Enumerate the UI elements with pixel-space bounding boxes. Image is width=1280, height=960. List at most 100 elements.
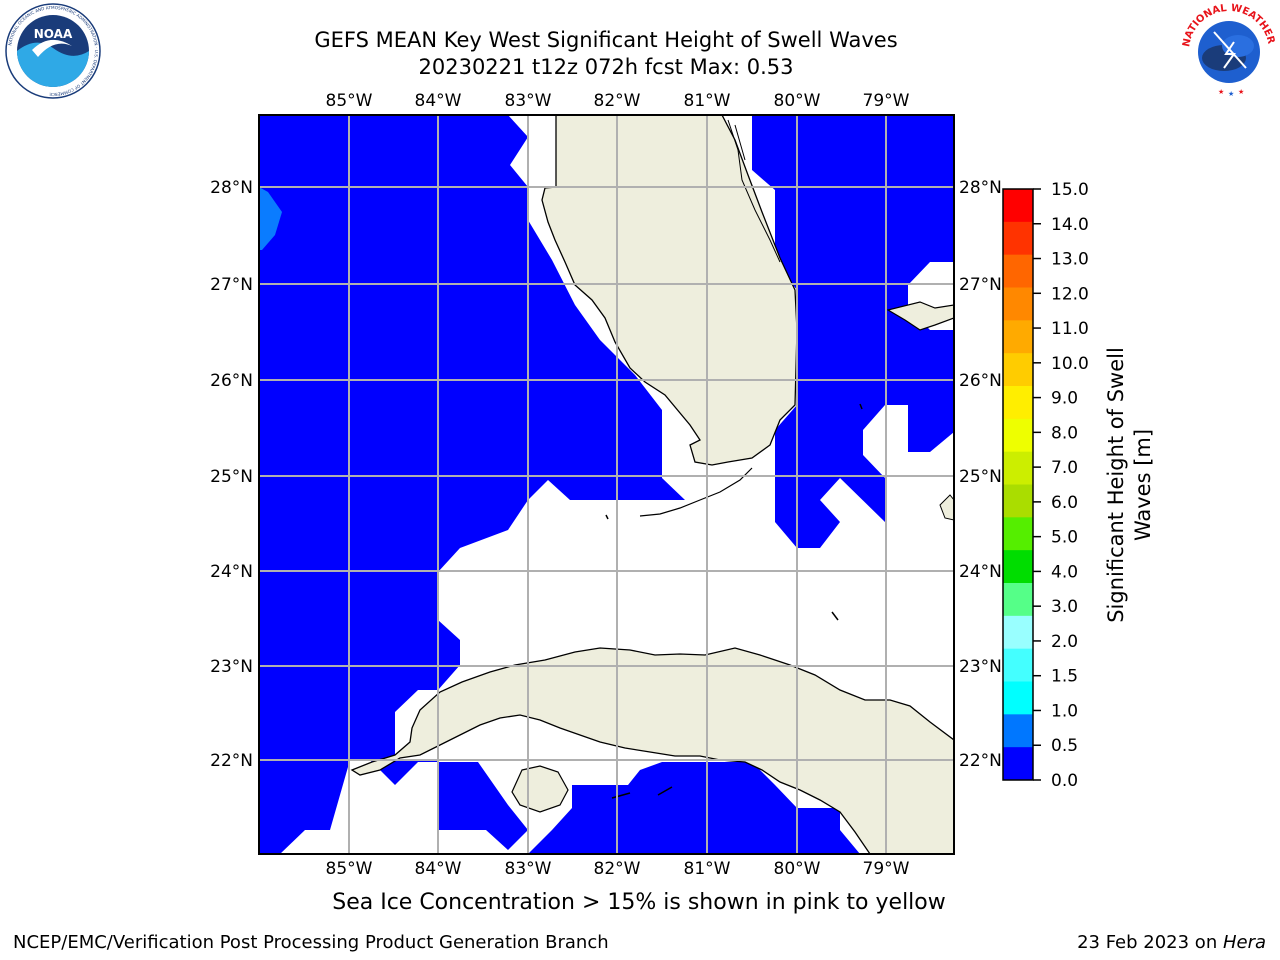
lat-label: 22°N: [210, 751, 253, 771]
colorbar-tick-label: 14.0: [1051, 215, 1089, 235]
colorbar-band: [1003, 451, 1033, 485]
lat-label: 26°N: [959, 371, 1002, 391]
colorbar-band: [1003, 189, 1033, 223]
lat-label: 25°N: [959, 467, 1002, 487]
colorbar-tick-label: 2.0: [1051, 632, 1078, 652]
colorbar-tick-label: 8.0: [1051, 423, 1078, 443]
svg-text:★: ★: [1218, 88, 1224, 96]
colorbar-band: [1003, 550, 1033, 584]
colorbar-band: [1003, 254, 1033, 288]
lon-labels-bottom: 85°W 84°W 83°W 82°W 81°W 80°W 79°W: [326, 859, 910, 879]
lon-label: 81°W: [684, 859, 731, 879]
colorbar-tick-label: 6.0: [1051, 493, 1078, 513]
lat-labels-left: 28°N 27°N 26°N 25°N 24°N 23°N 22°N: [210, 178, 253, 771]
lon-label: 84°W: [415, 91, 462, 111]
sea-ice-note: Sea Ice Concentration > 15% is shown in …: [332, 890, 946, 915]
map-frame: [258, 114, 955, 855]
svg-text:★: ★: [1238, 88, 1244, 96]
colorbar-band: [1003, 583, 1033, 617]
colorbar-band: [1003, 615, 1033, 650]
lat-label: 28°N: [959, 178, 1002, 198]
lon-label: 82°W: [594, 91, 641, 111]
lat-label: 25°N: [210, 467, 253, 487]
colorbar-band: [1003, 320, 1033, 354]
lon-label: 83°W: [505, 91, 552, 111]
colorbar-tick-label: 7.0: [1051, 458, 1078, 478]
colorbar-band: [1003, 517, 1033, 551]
colorbar-tick-label: 0.0: [1051, 771, 1078, 791]
colorbar-tick-label: 10.0: [1051, 354, 1089, 374]
lat-label: 23°N: [959, 657, 1002, 677]
colorbar-tick-label: 9.0: [1051, 389, 1078, 409]
swell-field-gulf: [259, 115, 685, 854]
land-florida: [541, 115, 798, 466]
lon-label: 84°W: [415, 859, 462, 879]
colorbar-band: [1003, 747, 1033, 781]
colorbar-band: [1003, 484, 1033, 518]
colorbar-tick-label: 1.5: [1051, 667, 1078, 687]
colorbar-tick-label: 1.0: [1051, 701, 1078, 721]
svg-text:★: ★: [1228, 90, 1234, 98]
lat-label: 26°N: [210, 371, 253, 391]
colorbar-label-line1: Significant Height of Swell: [1104, 347, 1128, 623]
colorbar-tick-label: 13.0: [1051, 250, 1089, 270]
lon-label: 85°W: [326, 859, 373, 879]
colorbar-band: [1003, 353, 1033, 387]
lat-label: 22°N: [959, 751, 1002, 771]
colorbar-ticks: 15.0 14.0 13.0 12.0 11.0 10.0 9.0 8.0 7.0 6.0 5.0 4…: [1033, 180, 1089, 791]
lat-label: 27°N: [959, 275, 1002, 295]
noaa-logo: NOAA NATIONAL OCEANIC AND ATMOSPHERIC AD…: [2, 2, 104, 104]
map-layers: [259, 115, 954, 854]
lon-label: 80°W: [774, 91, 821, 111]
footer-right: 23 Feb 2023 on Hera: [1077, 932, 1266, 953]
footer-date: 23 Feb 2023 on: [1077, 932, 1223, 953]
chart-title: GEFS MEAN Key West Significant Height of…: [314, 28, 898, 52]
colorbar-tick-label: 0.5: [1051, 736, 1078, 756]
lon-label: 85°W: [326, 91, 373, 111]
lon-label: 79°W: [863, 91, 910, 111]
colorbar-tick-label: 15.0: [1051, 180, 1089, 200]
footer-left: NCEP/EMC/Verification Post Processing Pr…: [13, 932, 609, 953]
florida-keys: [639, 467, 753, 517]
lon-label: 80°W: [774, 859, 821, 879]
colorbar-tick-label: 11.0: [1051, 319, 1089, 339]
small-islands: [605, 403, 863, 799]
nws-logo: NATIONAL WEATHER SERVICE ★ ★ ★: [1176, 0, 1278, 104]
colorbar-tick-label: 5.0: [1051, 528, 1078, 548]
lon-label: 79°W: [863, 859, 910, 879]
lon-labels-top: 85°W 84°W 83°W 82°W 81°W 80°W 79°W: [326, 91, 910, 111]
chart-subtitle: 20230221 t12z 072h fcst Max: 0.53: [418, 55, 794, 79]
footer-host: Hera: [1222, 932, 1266, 953]
lat-label: 24°N: [210, 562, 253, 582]
map-gridlines: [259, 115, 954, 854]
lon-label: 82°W: [594, 859, 641, 879]
land-isla-juventud: [511, 765, 569, 813]
land-andros: [939, 494, 954, 521]
swell-field-caribbean: [528, 762, 860, 854]
colorbar-band: [1003, 221, 1033, 256]
colorbar-band: [1003, 386, 1033, 420]
colorbar-band: [1003, 418, 1033, 453]
colorbar-tick-label: 12.0: [1051, 284, 1089, 304]
colorbar-frame: [1002, 188, 1034, 781]
swell-field-atlantic: [752, 115, 954, 548]
colorbar-band: [1003, 648, 1033, 682]
colorbar-band: [1003, 287, 1033, 321]
lat-label: 23°N: [210, 657, 253, 677]
colorbar-band: [1003, 681, 1033, 715]
swell-patch-west: [259, 187, 282, 250]
lat-label: 28°N: [210, 178, 253, 198]
lat-labels-right: 28°N 27°N 26°N 25°N 24°N 23°N 22°N: [959, 178, 1002, 771]
colorbar-tick-label: 4.0: [1051, 562, 1078, 582]
lon-label: 81°W: [684, 91, 731, 111]
florida-inland-lines: [727, 119, 781, 263]
colorbar-band: [1003, 714, 1033, 748]
colorbar: [1003, 189, 1033, 781]
lat-label: 24°N: [959, 562, 1002, 582]
lon-label: 83°W: [505, 859, 552, 879]
colorbar-label-line2: Waves [m]: [1131, 429, 1155, 541]
noaa-logo-text: NOAA: [34, 27, 73, 41]
colorbar-tick-label: 3.0: [1051, 597, 1078, 617]
land-bahamas: [886, 301, 954, 331]
